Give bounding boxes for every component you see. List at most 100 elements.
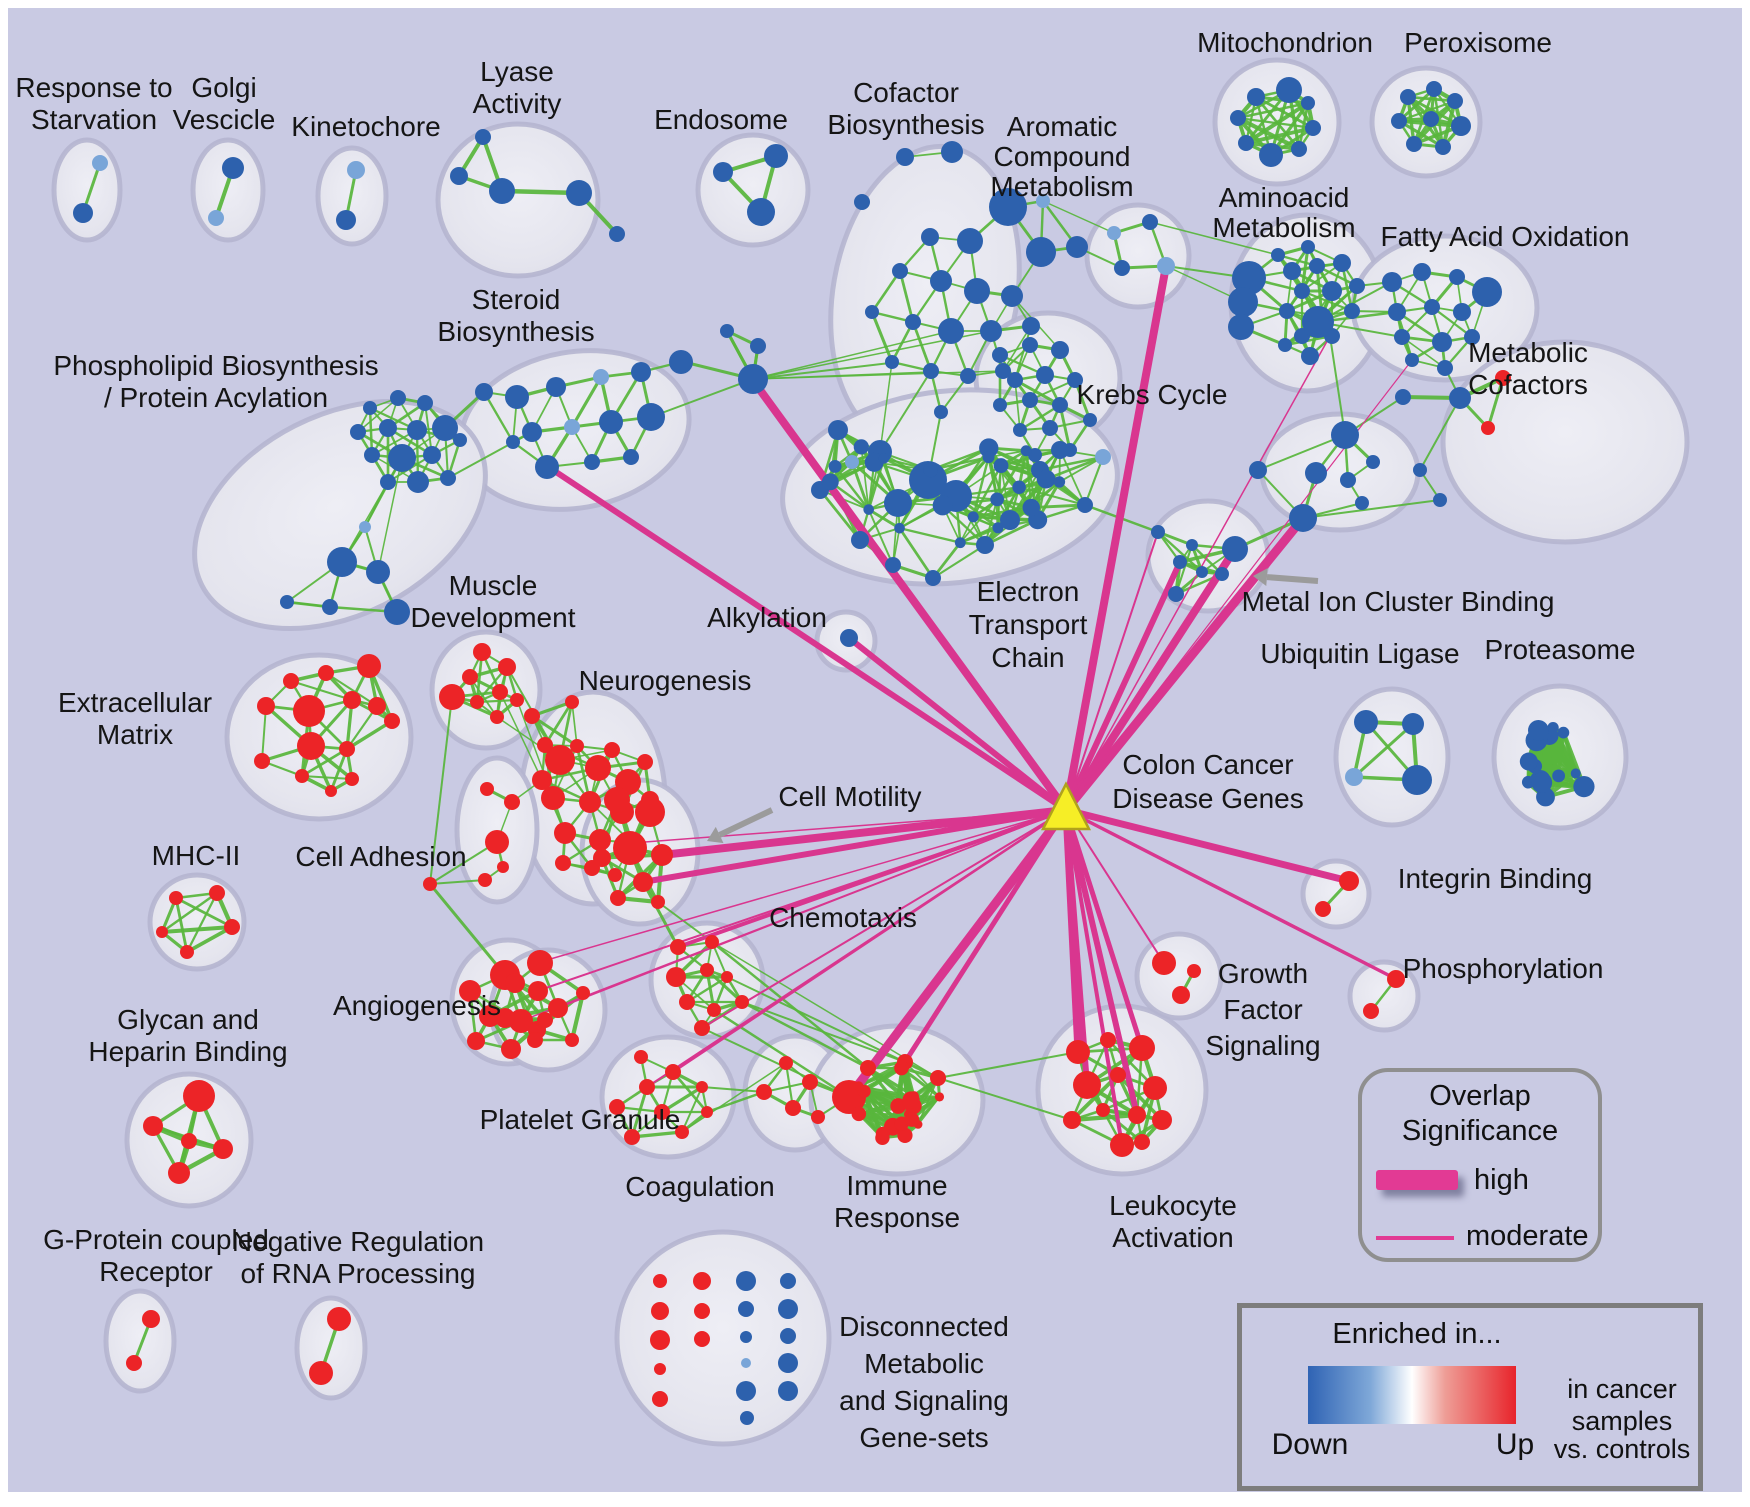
overlap-edge-moderate [631, 809, 1067, 844]
electron-transport-chain-node [863, 504, 874, 515]
immune-response-node [934, 1092, 945, 1102]
leukocyte-activation-node [1134, 1134, 1150, 1150]
proteasome-node [1531, 772, 1553, 793]
response-to-starvation-node [73, 203, 93, 223]
phospholipid-biosynthesis-protein-acylation-node [388, 444, 416, 472]
cluster-label: Chain [991, 642, 1064, 673]
cluster-label: Aminoacid [1219, 182, 1350, 213]
cluster-label: Lyase [480, 56, 554, 87]
overlap-edge-high [661, 806, 1067, 859]
chemotaxis-node [679, 994, 695, 1010]
steroid-biosynthesis-node [546, 377, 566, 397]
lyase-activity-node [609, 226, 625, 242]
cluster-label: Angiogenesis [333, 990, 501, 1021]
metal-ion-cluster-binding-node [1222, 536, 1248, 562]
enrichment-edge [1257, 434, 1346, 471]
cell-adhesion-node [423, 877, 437, 891]
electron-transport-chain-node [878, 453, 890, 464]
cluster-label: Metabolism [990, 171, 1133, 202]
cluster-label: Metabolism [1212, 212, 1355, 243]
enrichment-edge [701, 1027, 850, 1098]
pointer-arrow [1266, 574, 1319, 584]
platelet-granule-node [565, 1033, 579, 1047]
enrichment-edge [569, 992, 586, 1041]
aminoacid-metabolism-node [1302, 306, 1334, 338]
krebs-cycle-node [1051, 341, 1069, 359]
cluster-label: Heparin Binding [88, 1036, 287, 1067]
peroxisome-node [1391, 113, 1407, 129]
enrichment-edge [650, 378, 754, 418]
glycan-heparin-binding-node [143, 1116, 163, 1136]
enrichment-edge [631, 1130, 683, 1139]
cell-motility-node [593, 849, 611, 867]
growth-factor-signaling-node [1172, 986, 1190, 1004]
enrichment-edge [161, 891, 218, 934]
cluster-label: Extracellular [58, 687, 212, 718]
enrichment-edge [543, 701, 574, 746]
disconnected-gene-sets-node [738, 1301, 754, 1317]
pointer-arrow-head [707, 826, 724, 844]
extracellular-matrix-node [254, 753, 270, 769]
disconnected-gene-sets-bubble [614, 1229, 832, 1447]
cluster-label: Vescicle [173, 104, 276, 135]
cofactor-biosynthesis-node [964, 278, 990, 304]
aminoacid-metabolism-node [1349, 278, 1365, 294]
response-to-starvation-bubble [51, 137, 123, 243]
steroid-biosynthesis-node [506, 435, 520, 449]
enrichment-edge [900, 1066, 941, 1099]
neurogenesis-node [554, 822, 576, 844]
enrichment-edge [1025, 450, 1033, 508]
peroxisome-node [1447, 93, 1463, 109]
steroid-biosynthesis-node [522, 422, 542, 442]
enrichment-edge [959, 526, 999, 544]
overlap-edge-moderate [520, 809, 1067, 1022]
metabolic-cofactors-node [1305, 462, 1327, 484]
overlap-edge-high [642, 807, 1067, 885]
enrichment-edge [1175, 544, 1193, 595]
cluster-label: Metal Ion Cluster Binding [1242, 586, 1555, 617]
enrichment-edge [174, 897, 189, 953]
enrichment-edge [482, 391, 515, 443]
cluster-label: Matrix [97, 719, 173, 750]
cluster-label: Fatty Acid Oxidation [1380, 221, 1629, 252]
aromatic-compound-metabolism-node [1107, 226, 1121, 240]
phospholipid-biosynthesis-protein-acylation-node [327, 547, 357, 577]
enrichment-edge [1244, 101, 1310, 145]
enrichment-edge [571, 701, 578, 747]
electron-transport-chain-node [1095, 449, 1111, 465]
cofactor-biosynthesis-node [930, 270, 952, 292]
cluster-label: Kinetochore [291, 111, 440, 142]
mitochondrion-node [1291, 141, 1307, 157]
overlap-edge-high [1065, 806, 1350, 885]
cluster-label: Transport [969, 609, 1088, 640]
enrichment-edge [995, 450, 1028, 501]
cluster-label: Colon Cancer [1122, 749, 1293, 780]
glycan-heparin-binding-node [183, 1080, 215, 1112]
enrichment-edge [630, 1086, 649, 1138]
aminoacid-metabolism-node [1228, 287, 1258, 317]
disconnected-gene-sets-node [778, 1381, 798, 1401]
enrichment-edge [860, 446, 870, 510]
muscle-development-node [492, 684, 508, 700]
cluster-label: Gene-sets [859, 1422, 988, 1453]
aromatic-compound-metabolism-node [1114, 260, 1130, 276]
phospholipid-biosynthesis-protein-acylation-node [440, 470, 456, 486]
phospholipid-biosynthesis-protein-acylation-node [423, 446, 441, 464]
platelet-granule-node [576, 986, 590, 1000]
disconnected-gene-sets-node [740, 1411, 754, 1425]
enrichment-edge [357, 397, 399, 433]
chemotaxis-node [721, 971, 733, 983]
disconnected-gene-sets-node [653, 1274, 667, 1288]
enrichment-edge [937, 1051, 1079, 1079]
cofactor-biosynthesis-node [995, 363, 1011, 379]
enrichment-edge [1084, 456, 1104, 506]
enrichment-edge [681, 1086, 703, 1133]
chemotaxis-node [705, 935, 719, 949]
overlap-edge-high [748, 376, 1070, 813]
enrichment-edge [1014, 378, 1061, 407]
coagulation-node [665, 1064, 681, 1080]
immune-response-node [894, 1060, 909, 1076]
metabolic-cofactors-node [1413, 463, 1427, 477]
enrichment-edge [570, 376, 603, 428]
